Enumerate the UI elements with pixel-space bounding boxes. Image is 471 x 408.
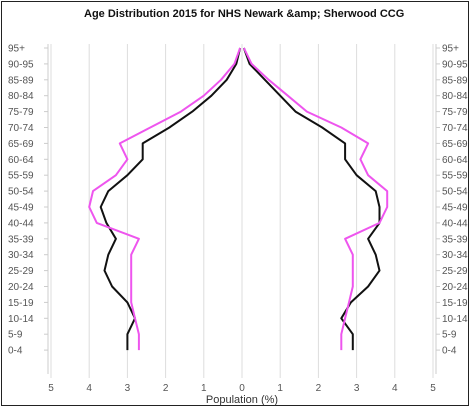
age-label-right: 20-24 — [442, 282, 468, 293]
x-tick-label: 2 — [316, 383, 322, 394]
age-label-right: 30-34 — [442, 250, 468, 261]
age-label-left: 35-39 — [8, 234, 34, 245]
age-label-left: 0-4 — [8, 346, 23, 357]
age-label-left: 30-34 — [8, 250, 34, 261]
age-label-left: 5-9 — [8, 330, 23, 341]
age-label-right: 60-64 — [442, 155, 468, 166]
age-label-left: 85-89 — [8, 75, 34, 86]
age-label-left: 65-69 — [8, 139, 34, 150]
age-label-left: 80-84 — [8, 91, 34, 102]
x-tick-label: 4 — [86, 383, 92, 394]
age-label-right: 5-9 — [442, 330, 457, 341]
age-label-right: 55-59 — [442, 171, 468, 182]
age-label-right: 40-44 — [442, 218, 468, 229]
age-label-right: 85-89 — [442, 75, 468, 86]
age-label-left: 15-19 — [8, 298, 34, 309]
x-tick-label: 4 — [392, 383, 398, 394]
age-label-right: 15-19 — [442, 298, 468, 309]
age-label-left: 40-44 — [8, 218, 34, 229]
age-label-left: 75-79 — [8, 107, 34, 118]
age-label-right: 75-79 — [442, 107, 468, 118]
age-label-right: 35-39 — [442, 234, 468, 245]
x-tick-label: 5 — [430, 383, 436, 394]
series-line-right — [242, 47, 381, 351]
age-label-right: 90-95 — [442, 59, 468, 70]
x-tick-label: 0 — [239, 383, 245, 394]
age-label-left: 90-95 — [8, 59, 34, 70]
age-label-right: 10-14 — [442, 314, 468, 325]
age-label-right: 80-84 — [442, 91, 468, 102]
age-label-right: 70-74 — [442, 123, 468, 134]
age-label-right: 95+ — [442, 44, 459, 55]
age-label-left: 50-54 — [8, 187, 34, 198]
age-label-left: 45-49 — [8, 203, 34, 214]
x-tick-label: 3 — [125, 383, 131, 394]
age-label-left: 60-64 — [8, 155, 34, 166]
series-line-left — [88, 47, 242, 351]
age-label-right: 0-4 — [442, 346, 457, 357]
x-tick-label: 5 — [48, 383, 54, 394]
x-axis-title: Population (%) — [206, 394, 278, 406]
x-tick-label: 1 — [277, 383, 283, 394]
age-label-right: 45-49 — [442, 203, 468, 214]
x-tick-label: 2 — [163, 383, 169, 394]
age-label-left: 55-59 — [8, 171, 34, 182]
age-label-right: 65-69 — [442, 139, 468, 150]
age-label-right: 25-29 — [442, 266, 468, 277]
age-label-left: 70-74 — [8, 123, 34, 134]
series-line-left — [99, 47, 242, 351]
age-label-left: 95+ — [8, 44, 25, 55]
age-label-left: 10-14 — [8, 314, 34, 325]
x-tick-label: 1 — [201, 383, 207, 394]
age-label-right: 50-54 — [442, 187, 468, 198]
chart-title: Age Distribution 2015 for NHS Newark &am… — [84, 8, 404, 20]
age-label-left: 25-29 — [8, 266, 34, 277]
x-tick-label: 3 — [354, 383, 360, 394]
age-label-left: 20-24 — [8, 282, 34, 293]
series-line-right — [242, 47, 389, 351]
